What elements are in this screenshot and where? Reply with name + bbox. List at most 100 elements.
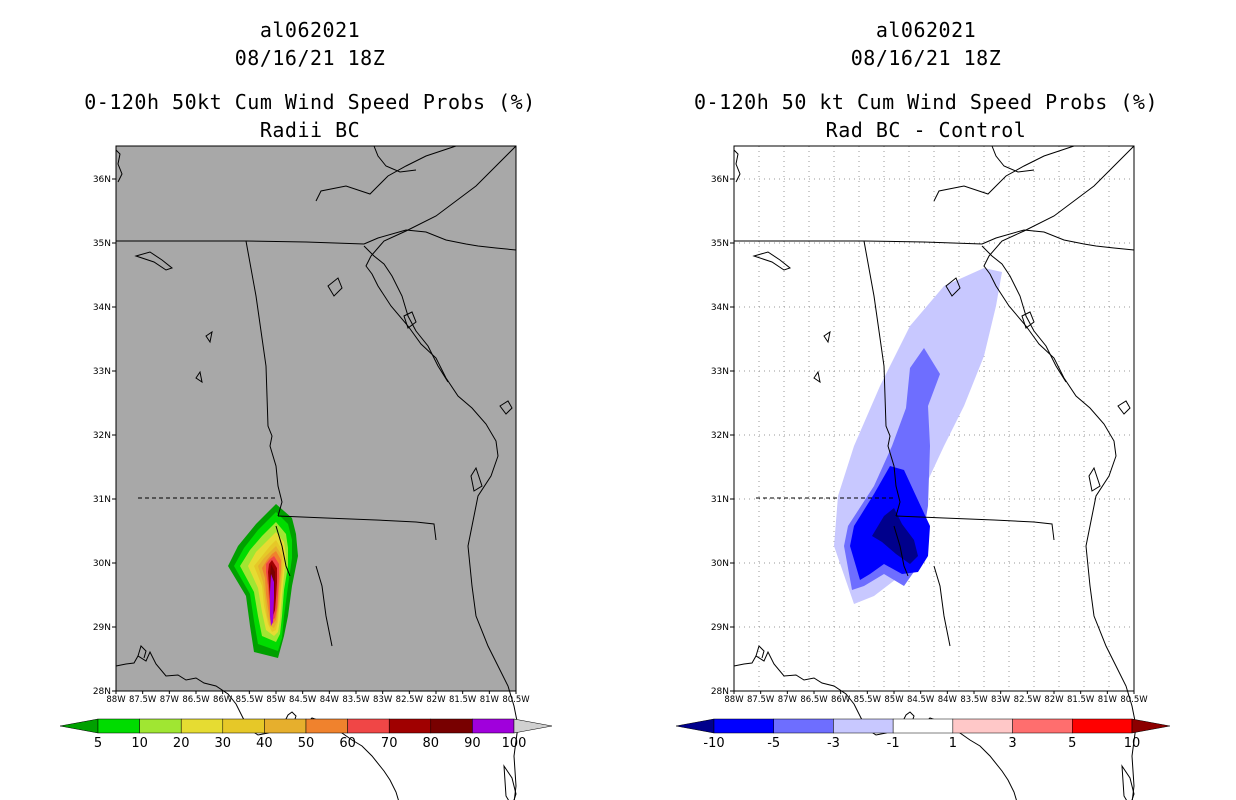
left-colorbar-swatch <box>180 718 224 734</box>
right-lon-label: 85.5W <box>854 695 882 705</box>
left-colorbar-label: 70 <box>381 736 398 751</box>
right-lon-label: 87.5W <box>747 695 775 705</box>
right-lon-label: 86.5W <box>800 695 828 705</box>
left-colorbar-label: 50 <box>298 736 315 751</box>
right-lat-label: 30N <box>711 559 729 569</box>
right-lon-label: 87W <box>778 695 798 705</box>
left-colorbar-swatch <box>305 718 348 734</box>
right-map-gridlines <box>734 146 1134 691</box>
right-colorbar-swatch <box>713 718 774 734</box>
left-colorbar-label: 20 <box>173 736 190 751</box>
left-lon-label: 82.5W <box>396 695 424 705</box>
left-colorbar-high-end <box>513 718 553 734</box>
left-colorbar-swatch <box>97 718 140 734</box>
right-map-frame <box>733 145 1135 692</box>
right-colorbar-label: -10 <box>703 736 724 751</box>
right-lon-label: 84W <box>938 695 958 705</box>
left-lon-label: 87W <box>160 695 180 705</box>
left-colorbar-label: 30 <box>215 736 232 751</box>
left-lon-labels: 88W 87.5W 87W 86.5W 86W 85.5W 85W 84.5W 84W 83.5W… <box>106 691 530 705</box>
left-lat-label: 35N <box>93 239 111 249</box>
left-lat-label: 30N <box>93 559 111 569</box>
right-lon-label: 82W <box>1044 695 1064 705</box>
right-lon-label: 82.5W <box>1014 695 1042 705</box>
left-colorbar-swatch <box>388 718 432 734</box>
left-map-background <box>116 146 516 691</box>
prob-contour-100 <box>270 574 274 626</box>
left-lon-label: 84W <box>320 695 340 705</box>
left-colorbar-label: 60 <box>339 736 356 751</box>
left-datetime: 08/16/21 18Z <box>234 46 386 70</box>
right-lon-label: 88W <box>724 695 744 705</box>
right-storm-id: al062021 <box>875 18 977 42</box>
left-colorbar-swatch <box>347 718 390 734</box>
right-lat-label: 35N <box>711 239 729 249</box>
right-plot-title: 0-120h 50 kt Cum Wind Speed Probs (%) <box>693 90 1159 114</box>
right-lon-label: 86W <box>831 695 851 705</box>
diff-contour-minus10 <box>872 508 918 564</box>
left-colorbar-label: 80 <box>423 736 440 751</box>
right-colorbar-swatch <box>952 718 1013 734</box>
left-lon-label: 80.5W <box>502 695 530 705</box>
right-colorbar: -10 -5 -3 -1 1 3 5 10 <box>675 718 1171 751</box>
left-colorbar-label: 90 <box>464 736 481 751</box>
left-lat-labels: 36N 35N 34N 33N 32N 31N 30N 29N 28N <box>93 175 116 697</box>
right-lon-label: 83W <box>991 695 1011 705</box>
right-colorbar-label: -3 <box>827 736 840 751</box>
right-lat-label: 28N <box>711 687 729 697</box>
left-colorbar-low-end <box>59 718 99 734</box>
right-lat-label: 29N <box>711 623 729 633</box>
left-colorbar-swatch <box>139 718 182 734</box>
left-colorbar-swatch <box>430 718 473 734</box>
left-storm-id: al062021 <box>259 18 361 42</box>
right-lon-label: 81W <box>1098 695 1118 705</box>
left-lon-label: 83W <box>373 695 393 705</box>
left-lon-label: 86.5W <box>182 695 210 705</box>
left-lat-label: 31N <box>93 495 111 505</box>
left-lat-label: 33N <box>93 367 111 377</box>
left-lat-label: 34N <box>93 303 111 313</box>
right-colorbar-label: 5 <box>1068 736 1076 751</box>
left-lat-label: 28N <box>93 687 111 697</box>
right-lat-labels: 36N 35N 34N 33N 32N 31N 30N 29N 28N <box>711 175 734 697</box>
left-colorbar-label: 5 <box>94 736 102 751</box>
left-colorbar: 5 10 20 30 40 50 60 70 80 90 100 <box>59 718 553 751</box>
left-lon-label: 82W <box>426 695 446 705</box>
right-colorbar-label: 10 <box>1124 736 1141 751</box>
left-lon-label: 85W <box>266 695 286 705</box>
right-colorbar-label: -5 <box>767 736 780 751</box>
right-lon-label: 81.5W <box>1067 695 1095 705</box>
left-colorbar-label: 40 <box>256 736 273 751</box>
left-plot-subtitle: Radii BC <box>259 118 361 142</box>
right-colorbar-high-end <box>1131 718 1171 734</box>
right-lat-label: 33N <box>711 367 729 377</box>
right-lon-label: 80.5W <box>1120 695 1148 705</box>
left-lon-label: 81.5W <box>449 695 477 705</box>
left-lat-label: 32N <box>93 431 111 441</box>
left-lat-label: 36N <box>93 175 111 185</box>
right-colorbar-label: 3 <box>1008 736 1016 751</box>
left-colorbar-label: 10 <box>131 736 148 751</box>
left-colorbar-swatch <box>264 718 307 734</box>
left-plot-title: 0-120h 50kt Cum Wind Speed Probs (%) <box>84 90 536 114</box>
left-lon-label: 81W <box>480 695 500 705</box>
right-lat-label: 32N <box>711 431 729 441</box>
right-map <box>733 145 1137 800</box>
left-lon-label: 84.5W <box>289 695 317 705</box>
right-colorbar-swatch <box>1072 718 1133 734</box>
left-colorbar-swatch <box>472 718 515 734</box>
right-lat-label: 31N <box>711 495 729 505</box>
right-colorbar-low-end <box>675 718 715 734</box>
right-plot-subtitle: Rad BC - Control <box>825 118 1027 142</box>
left-map-frame <box>115 145 517 692</box>
right-datetime: 08/16/21 18Z <box>850 46 1002 70</box>
left-lon-label: 87.5W <box>129 695 157 705</box>
left-lat-label: 29N <box>93 623 111 633</box>
right-colorbar-swatch <box>892 718 954 734</box>
right-colorbar-swatch <box>1012 718 1073 734</box>
left-map <box>115 145 519 800</box>
left-lon-label: 88W <box>106 695 126 705</box>
right-lat-label: 36N <box>711 175 729 185</box>
right-colorbar-label: 1 <box>949 736 957 751</box>
